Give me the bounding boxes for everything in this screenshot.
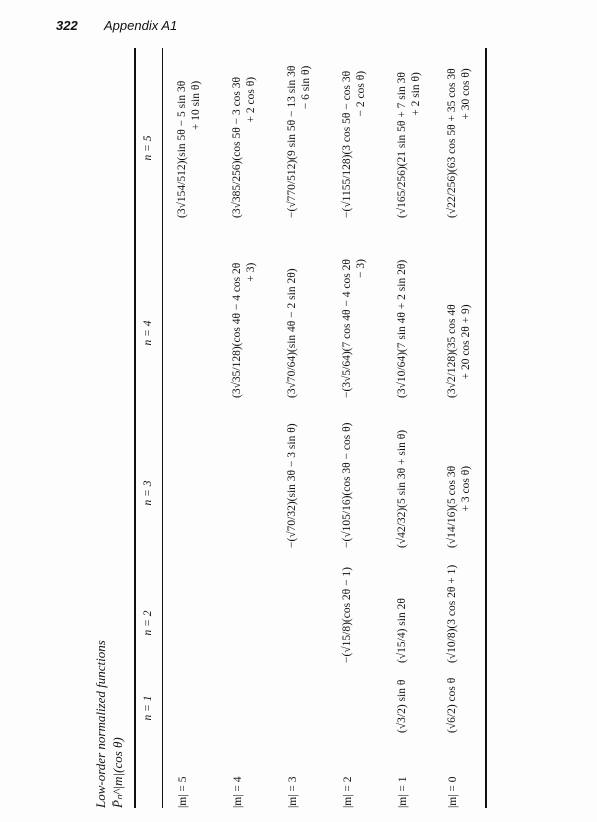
table-cell: −(3√5/64)(7 cos 4θ − 4 cos 2θ − 3) [340, 259, 368, 398]
table-cell: (√3/2) sin θ [395, 680, 409, 733]
row-label: |m| = 3 [287, 776, 299, 808]
row-label: |m| = 4 [232, 776, 244, 808]
cell-line-1: −(√1155/128)(3 cos 5θ − cos 3θ [340, 71, 354, 218]
row-label: |m| = 5 [177, 776, 189, 808]
table-cell: (3√70/64)(sin 4θ − 2 sin 2θ) [285, 268, 299, 398]
table-cell: −(√15/8)(cos 2θ − 1) [340, 567, 354, 663]
cell-line-1: (3√154/512)(sin 5θ − 5 sin 3θ [175, 81, 189, 218]
table-cell: (√15/4) sin 2θ [395, 598, 409, 663]
table-cell: (3√10/64)(7 sin 4θ + 2 sin 2θ) [395, 260, 409, 398]
table-cell: (3√2/128)(35 cos 4θ + 20 cos 2θ + 9) [445, 304, 473, 398]
cell-line-1: −(√770/512)(9 sin 5θ − 13 sin 3θ [285, 66, 299, 218]
table-cell: (√10/8)(3 cos 2θ + 1) [445, 565, 459, 663]
cell-line-2: + 3 cos θ) [459, 466, 473, 548]
cell-line-1: −(√70/32)(sin 3θ − 3 sin θ) [285, 423, 299, 548]
cell-line-2: + 20 cos 2θ + 9) [459, 304, 473, 398]
cell-line-1: (√15/4) sin 2θ [395, 598, 409, 663]
bottom-rule [485, 48, 487, 808]
cell-line-2: − 2 cos θ) [354, 71, 368, 218]
cell-line-1: (3√10/64)(7 sin 4θ + 2 sin 2θ) [395, 260, 409, 398]
column-header-n1: n = 1 [142, 695, 154, 720]
cell-line-2: + 30 cos θ) [459, 68, 473, 218]
page-number: 322 [56, 18, 78, 33]
column-header-n4: n = 4 [142, 320, 154, 345]
table-cell: (√14/16)(5 cos 3θ + 3 cos θ) [445, 466, 473, 548]
cell-line-1: (√14/16)(5 cos 3θ [445, 466, 459, 548]
rotated-table: Low-order normalized functions P̄ₙ^|m|(c… [92, 28, 512, 808]
table-caption: Low-order normalized functions P̄ₙ^|m|(c… [92, 640, 126, 808]
row-label: |m| = 0 [447, 776, 459, 808]
cell-line-1: −(3√5/64)(7 cos 4θ − 4 cos 2θ [340, 259, 354, 398]
caption-formula: P̄ₙ^|m|(cos θ) [109, 640, 126, 808]
column-header-n5: n = 5 [142, 135, 154, 160]
cell-line-1: (√42/32)(5 sin 3θ + sin θ) [395, 430, 409, 548]
cell-line-1: (3√35/128)(cos 4θ − 4 cos 2θ [230, 263, 244, 398]
cell-line-2: + 2 sin θ) [409, 72, 423, 218]
cell-line-2: + 10 sin θ) [189, 81, 203, 218]
table-cell: (√42/32)(5 sin 3θ + sin θ) [395, 430, 409, 548]
table-cell: (3√35/128)(cos 4θ − 4 cos 2θ + 3) [230, 263, 258, 398]
cell-line-1: (√3/2) sin θ [395, 680, 409, 733]
cell-line-1: (3√2/128)(35 cos 4θ [445, 304, 459, 398]
table-cell: (√22/256)(63 cos 5θ + 35 cos 3θ + 30 cos … [445, 68, 473, 218]
caption-title: Low-order normalized functions [92, 640, 109, 808]
column-header-n2: n = 2 [142, 610, 154, 635]
cell-line-2: − 6 sin θ) [299, 66, 313, 218]
table-cell: −(√105/16)(cos 3θ − cos θ) [340, 423, 354, 548]
cell-line-2: + 3) [244, 263, 258, 398]
cell-line-1: (√10/8)(3 cos 2θ + 1) [445, 565, 459, 663]
table-cell: −(√1155/128)(3 cos 5θ − cos 3θ − 2 cos θ) [340, 71, 368, 218]
table-cell: (√6/2) cos θ [445, 678, 459, 733]
table-cell: (3√154/512)(sin 5θ − 5 sin 3θ + 10 sin θ) [175, 81, 203, 218]
cell-line-1: −(√105/16)(cos 3θ − cos θ) [340, 423, 354, 548]
header-rule [162, 48, 163, 808]
table-cell: (3√385/256)(cos 5θ − 3 cos 3θ + 2 cos θ) [230, 77, 258, 218]
cell-line-1: (√165/256)(21 sin 5θ + 7 sin 3θ [395, 72, 409, 218]
table-cell: −(√70/32)(sin 3θ − 3 sin θ) [285, 423, 299, 548]
table-cell: −(√770/512)(9 sin 5θ − 13 sin 3θ − 6 sin … [285, 66, 313, 218]
top-rule [134, 48, 136, 808]
cell-line-2: + 2 cos θ) [244, 77, 258, 218]
cell-line-1: (√22/256)(63 cos 5θ + 35 cos 3θ [445, 68, 459, 218]
cell-line-2: − 3) [354, 259, 368, 398]
column-header-n3: n = 3 [142, 480, 154, 505]
cell-line-1: (3√70/64)(sin 4θ − 2 sin 2θ) [285, 268, 299, 398]
row-label: |m| = 1 [397, 776, 409, 808]
table-cell: (√165/256)(21 sin 5θ + 7 sin 3θ + 2 sin θ… [395, 72, 423, 218]
cell-line-1: (3√385/256)(cos 5θ − 3 cos 3θ [230, 77, 244, 218]
cell-line-1: −(√15/8)(cos 2θ − 1) [340, 567, 354, 663]
row-label: |m| = 2 [342, 776, 354, 808]
cell-line-1: (√6/2) cos θ [445, 678, 459, 733]
